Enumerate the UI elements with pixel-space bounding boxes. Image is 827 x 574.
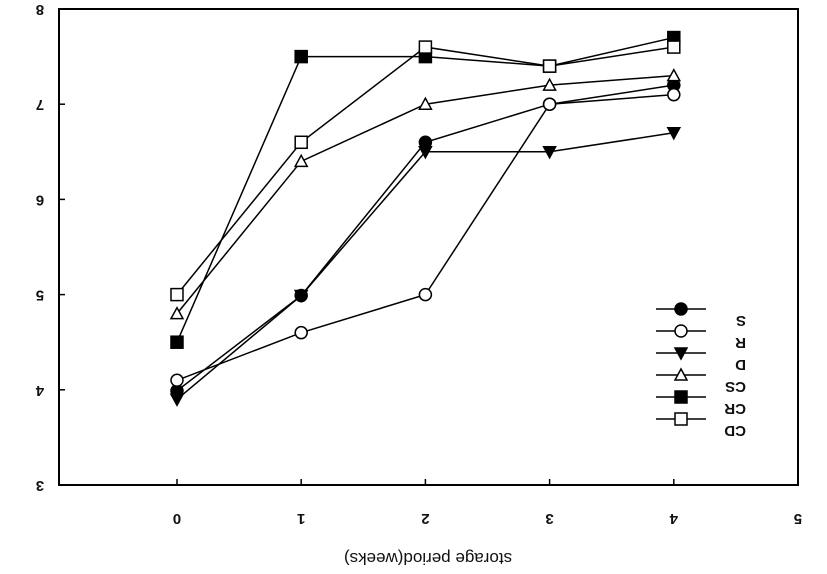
data-point-cr xyxy=(294,49,308,64)
legend-marker-d xyxy=(673,347,689,361)
legend-marker-cr xyxy=(674,390,688,404)
legend-label-d: D xyxy=(735,356,746,373)
y-tick-label: 6 xyxy=(36,191,44,208)
data-point-d xyxy=(293,289,309,304)
x-tick-label: 5 xyxy=(794,510,802,527)
data-point-cs xyxy=(666,68,682,82)
x-axis-ticks: 0 1 2 3 4 5 xyxy=(173,479,802,527)
legend-marker-r xyxy=(674,324,688,338)
data-point-d xyxy=(666,127,682,141)
data-point-cd xyxy=(418,40,433,54)
x-tick-label: 1 xyxy=(297,510,305,527)
x-tick-label: 4 xyxy=(669,510,678,527)
data-point-cd xyxy=(667,40,681,54)
legend-label-r: R xyxy=(735,334,746,351)
data-point-cs xyxy=(169,306,185,320)
series-line-d xyxy=(176,132,674,400)
legend-label-cd: CD xyxy=(724,422,746,439)
y-tick-label: 8 xyxy=(36,1,44,18)
x-tick-label: 0 xyxy=(173,510,181,527)
data-point-d xyxy=(169,393,185,407)
data-point-cs xyxy=(293,153,309,168)
legend-marker-s xyxy=(674,302,688,316)
x-axis-title: storage period(weeks) xyxy=(344,549,512,568)
data-point-cs xyxy=(418,96,433,110)
data-point-d xyxy=(542,146,557,160)
data-point-cd xyxy=(170,287,184,302)
legend: SRD CS CR CD xyxy=(656,302,746,439)
plot-frame xyxy=(58,8,799,486)
data-point-r xyxy=(294,325,308,340)
series-line-cs xyxy=(176,74,674,315)
data-point-r xyxy=(542,97,557,111)
x-tick-label: 3 xyxy=(545,510,553,527)
x-tick-label: 2 xyxy=(421,510,429,527)
legend-label-cr: CR xyxy=(724,400,746,417)
legend-label-s: S xyxy=(736,312,746,329)
data-point-cd xyxy=(294,135,308,150)
series-lines xyxy=(176,36,674,400)
y-tick-label: 3 xyxy=(36,477,44,494)
series-points xyxy=(169,30,682,407)
legend-marker-cd xyxy=(674,412,688,426)
y-tick-label: 4 xyxy=(35,382,44,399)
data-point-cd xyxy=(542,59,557,73)
y-tick-label: 5 xyxy=(36,287,44,304)
data-point-cr xyxy=(170,335,184,349)
data-point-d xyxy=(418,146,433,160)
data-point-cs xyxy=(542,77,557,91)
data-point-r xyxy=(418,287,433,302)
series-line-s xyxy=(176,84,674,392)
legend-marker-cs xyxy=(673,367,689,381)
data-point-r xyxy=(170,373,184,388)
data-point-r xyxy=(667,87,681,102)
y-tick-label: 7 xyxy=(36,96,44,113)
legend-label-cs: CS xyxy=(725,378,746,395)
y-axis-ticks: 3 4 5 6 7 8 xyxy=(35,1,65,494)
